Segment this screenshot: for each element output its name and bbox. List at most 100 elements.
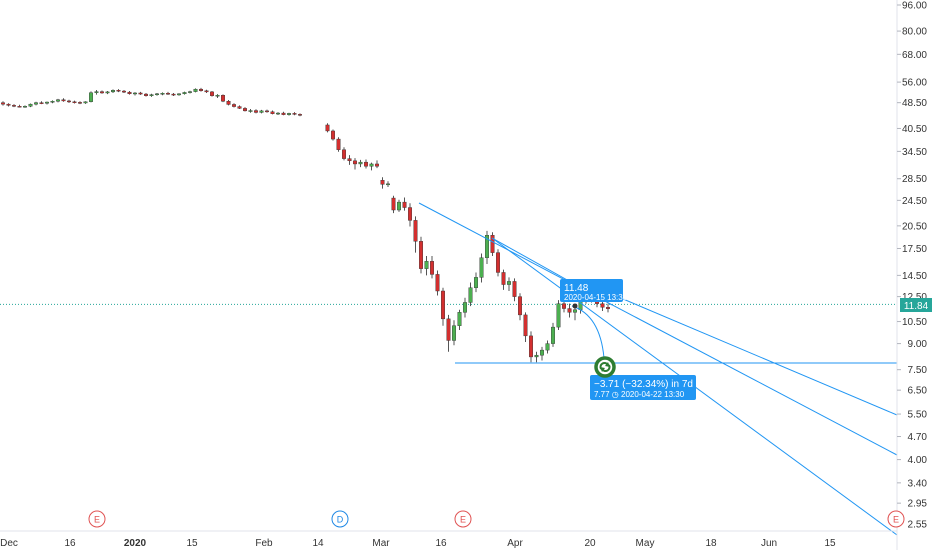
candle-body	[17, 106, 22, 108]
candle-body	[556, 303, 561, 328]
candle-body	[501, 272, 506, 285]
event-letter: E	[460, 515, 466, 525]
candle-body	[116, 90, 121, 92]
price-tick-label: 24.50	[902, 196, 927, 207]
candle-body	[397, 201, 402, 211]
candle	[380, 177, 385, 189]
price-axis[interactable]: 96.00 80.00 68.00 56.00 48.50 40.50 34.50 28.50…	[897, 1, 927, 531]
candle-body	[402, 201, 407, 208]
candle-body	[419, 241, 424, 269]
candle	[204, 89, 209, 93]
marker-dot[interactable]	[572, 303, 578, 309]
candle-body	[149, 94, 154, 96]
candle-body	[496, 252, 501, 273]
candle-body	[72, 101, 77, 103]
candle-body	[358, 161, 363, 165]
candle	[342, 147, 347, 161]
event-marker-dividend[interactable]: D	[331, 510, 349, 528]
candle	[419, 236, 424, 274]
candle	[413, 216, 418, 253]
candle-body	[226, 101, 231, 105]
candle	[72, 100, 77, 104]
projection-change: −3.71 (−32.34%) in 7d	[594, 379, 693, 390]
time-axis[interactable]: Dec 16 2020 15 Feb 14 Mar 16 Apr 20 May 18 Jun 15	[0, 538, 836, 549]
candle-body	[83, 101, 88, 104]
price-marker-callout[interactable]: 11.48 2020-04-15 13:30	[560, 279, 628, 302]
candle-body	[276, 112, 281, 115]
time-tick-label: Dec	[0, 538, 18, 549]
candle	[292, 112, 297, 116]
candle-body	[325, 124, 330, 132]
candle	[270, 110, 275, 115]
candle	[375, 160, 380, 169]
candle	[606, 303, 611, 313]
candle-body	[6, 103, 11, 106]
candle	[397, 199, 402, 212]
candle	[408, 203, 413, 227]
candle	[435, 270, 440, 296]
candle-body	[435, 274, 440, 292]
candle	[391, 195, 396, 214]
candle	[496, 249, 501, 277]
price-tick-label: 12.50	[902, 292, 927, 303]
candle-body	[287, 113, 292, 115]
candle-body	[391, 197, 396, 211]
candle	[424, 256, 429, 276]
projection-arc[interactable]	[571, 305, 605, 359]
event-marker-earnings[interactable]: E	[887, 510, 905, 528]
candle-body	[369, 163, 374, 167]
projection-callout[interactable]: −3.71 (−32.34%) in 7d 7.77 ◷ 2020-04-22 …	[590, 375, 696, 400]
candle-body	[529, 335, 534, 358]
candle	[39, 101, 44, 105]
candle-body	[231, 104, 236, 107]
candle-body	[518, 296, 523, 316]
price-tick-label: 4.70	[908, 432, 928, 443]
candle	[99, 90, 104, 94]
candle	[501, 269, 506, 290]
candle	[534, 351, 539, 363]
candle-body	[253, 110, 258, 113]
candle-body	[88, 92, 93, 102]
candle-body	[386, 183, 391, 186]
candle	[242, 107, 247, 112]
price-tick-label: 48.50	[902, 98, 927, 109]
trendline[interactable]	[589, 284, 898, 416]
candle-body	[606, 307, 611, 309]
event-marker-earnings[interactable]: E	[88, 510, 106, 528]
candle-body	[248, 110, 253, 112]
candle-body	[143, 93, 148, 96]
candle	[66, 99, 71, 103]
candle	[452, 320, 457, 346]
trendline[interactable]	[418, 202, 898, 456]
price-tick-label: 2.55	[908, 520, 928, 531]
price-tick-label: 20.50	[902, 221, 927, 232]
event-letter: E	[893, 515, 899, 525]
candle	[463, 297, 468, 318]
candle-body	[237, 106, 242, 109]
time-tick-label: 2020	[124, 538, 147, 549]
candle	[358, 159, 363, 168]
event-marker-earnings[interactable]: E	[454, 510, 472, 528]
time-tick-label: Feb	[255, 538, 273, 549]
candle	[215, 94, 220, 99]
candle	[154, 92, 159, 96]
candle	[386, 181, 391, 187]
refresh-arrows-icon[interactable]	[594, 356, 616, 378]
candle	[512, 278, 517, 302]
candle-body	[375, 163, 380, 167]
candle-body	[534, 354, 539, 358]
candle-body	[198, 88, 203, 91]
candle	[77, 101, 82, 105]
candle-body	[121, 90, 126, 93]
candle-body	[176, 93, 181, 96]
candle	[209, 91, 214, 97]
candle-body	[45, 101, 50, 104]
candle-body	[154, 93, 159, 96]
candle-body	[364, 161, 369, 167]
candle	[61, 98, 66, 102]
candle-body	[259, 110, 264, 113]
candle-body	[430, 261, 435, 275]
